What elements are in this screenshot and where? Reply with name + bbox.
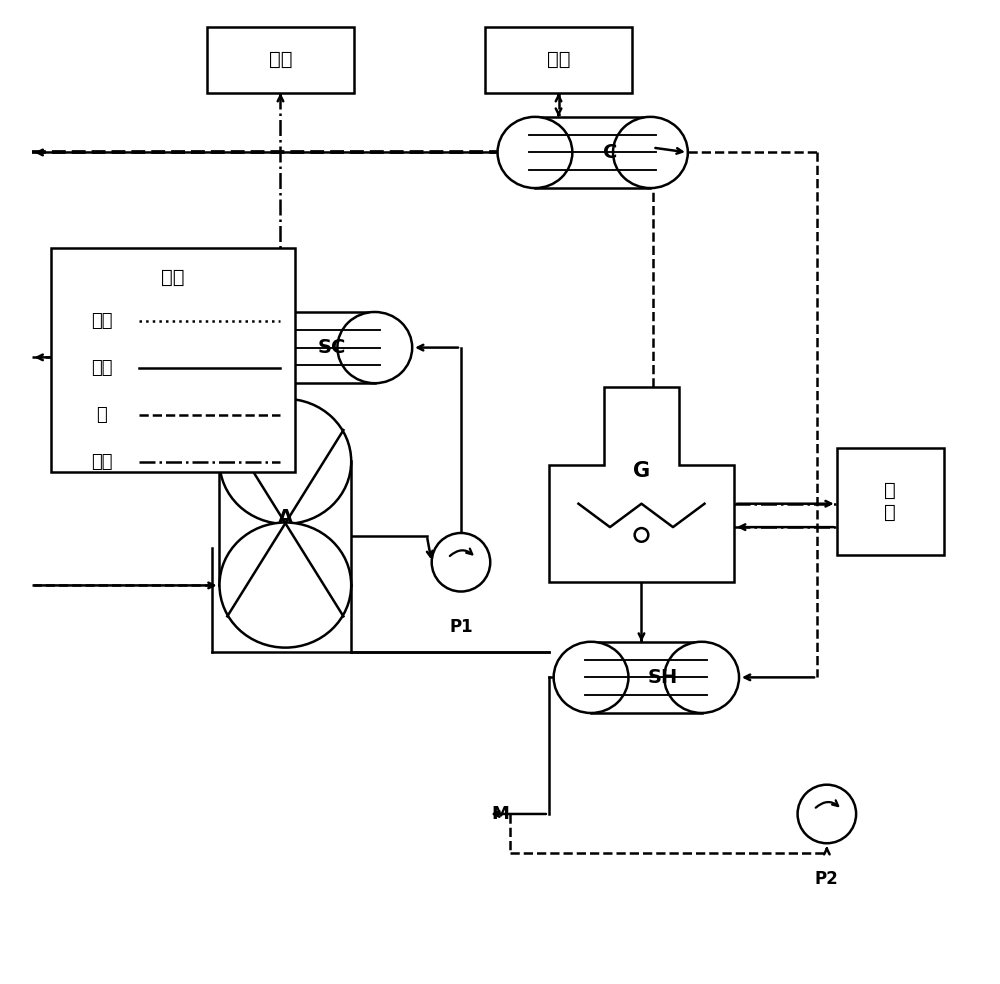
Text: SC: SC (318, 338, 346, 357)
Text: P1: P1 (449, 618, 473, 636)
Ellipse shape (498, 117, 572, 188)
Text: SH: SH (648, 668, 678, 687)
Bar (51, 248, 295, 472)
Text: G: G (633, 461, 650, 480)
Bar (535, 117, 650, 188)
Polygon shape (549, 387, 734, 582)
Ellipse shape (664, 642, 739, 713)
Ellipse shape (219, 399, 351, 523)
Text: M: M (491, 805, 509, 823)
Ellipse shape (337, 312, 412, 383)
Text: P2: P2 (815, 870, 839, 888)
Text: A: A (278, 508, 293, 526)
Bar (591, 642, 702, 713)
Text: C: C (603, 143, 617, 162)
Text: 图例: 图例 (161, 268, 185, 287)
Ellipse shape (217, 312, 292, 383)
Bar (485, 27, 632, 92)
Bar (219, 461, 351, 585)
Bar (207, 27, 354, 92)
Bar (837, 448, 944, 555)
Bar (254, 312, 375, 383)
Text: 热
源: 热 源 (884, 481, 896, 523)
Text: 烟气: 烟气 (91, 312, 113, 331)
Circle shape (432, 533, 490, 591)
Text: 冷源: 冷源 (269, 50, 292, 69)
Ellipse shape (554, 642, 628, 713)
Text: 其他: 其他 (91, 453, 113, 470)
Text: 水: 水 (97, 406, 107, 424)
Ellipse shape (613, 117, 688, 188)
Ellipse shape (219, 523, 351, 647)
Circle shape (798, 784, 856, 843)
Circle shape (635, 528, 648, 542)
Text: 冷源: 冷源 (547, 50, 570, 69)
Text: 溶液: 溶液 (91, 359, 113, 377)
